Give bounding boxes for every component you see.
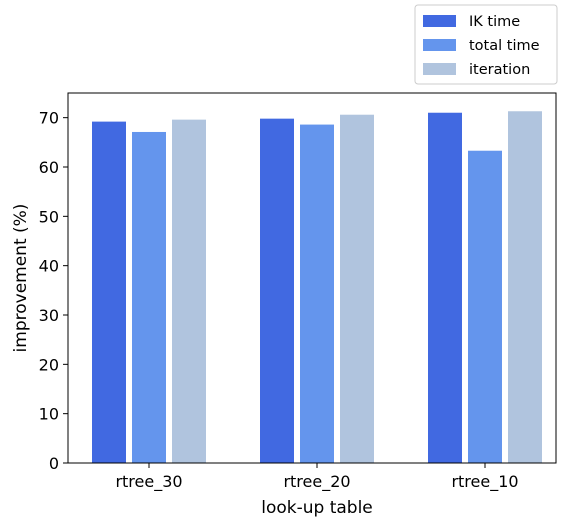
plot-frame bbox=[67, 92, 557, 464]
y-tick-label: 10 bbox=[39, 405, 59, 424]
bar-rtree_30-ik-time bbox=[92, 121, 126, 463]
bars-layer bbox=[92, 111, 542, 464]
bar-rtree_20-ik-time bbox=[260, 118, 294, 464]
bar-rtree_20-iteration bbox=[340, 114, 374, 463]
x-tick-label: rtree_10 bbox=[451, 472, 518, 492]
bar-rtree_30-iteration bbox=[172, 119, 206, 463]
legend: IK time total time iteration bbox=[414, 4, 558, 85]
legend-label: IK time bbox=[469, 14, 520, 30]
bar-rtree_10-total-time bbox=[468, 150, 502, 463]
bar-rtree_10-ik-time bbox=[428, 112, 462, 463]
x-tick-label: rtree_30 bbox=[115, 472, 182, 492]
legend-swatch bbox=[423, 15, 456, 27]
y-tick-label: 50 bbox=[39, 207, 59, 226]
x-tick-label: rtree_20 bbox=[283, 472, 350, 492]
legend-swatch bbox=[423, 39, 456, 51]
y-axis: 0 10 20 30 40 50 60 70 bbox=[39, 109, 68, 473]
y-tick-label: 0 bbox=[49, 454, 59, 473]
legend-swatch bbox=[423, 63, 456, 75]
y-tick-label: 70 bbox=[39, 109, 59, 128]
bar-rtree_10-iteration bbox=[508, 111, 542, 464]
x-axis: rtree_30 rtree_20 rtree_10 bbox=[115, 463, 519, 492]
legend-label: iteration bbox=[469, 62, 530, 78]
legend-label: total time bbox=[469, 38, 540, 54]
y-axis-label: improvement (%) bbox=[11, 204, 31, 353]
y-tick-label: 40 bbox=[39, 257, 59, 276]
bar-rtree_20-total-time bbox=[300, 124, 334, 463]
y-tick-label: 30 bbox=[39, 306, 59, 325]
y-tick-label: 60 bbox=[39, 158, 59, 177]
y-tick-label: 20 bbox=[39, 355, 59, 374]
x-axis-label: look-up table bbox=[261, 498, 373, 518]
bar-rtree_30-total-time bbox=[132, 131, 166, 463]
